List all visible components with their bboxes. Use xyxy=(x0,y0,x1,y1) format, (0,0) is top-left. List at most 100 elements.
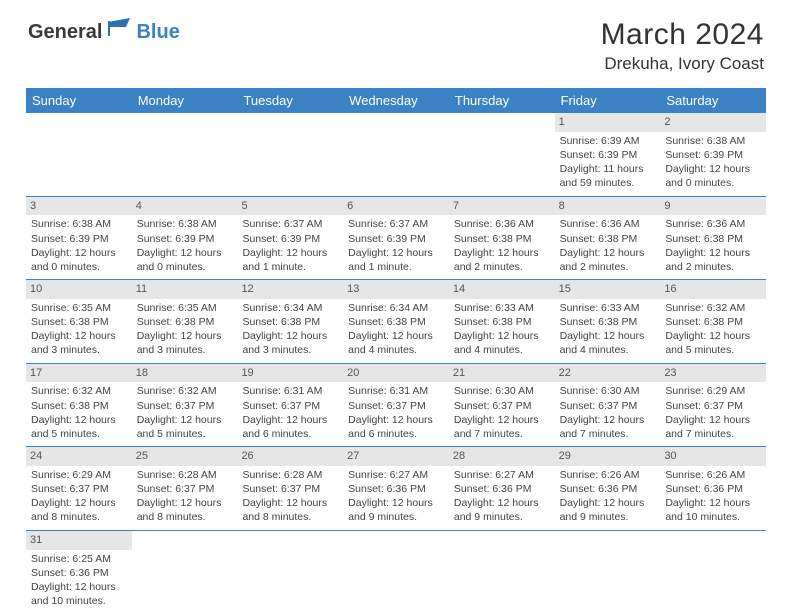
day-info-line: Sunrise: 6:38 AM xyxy=(31,217,127,231)
calendar-cell: 5Sunrise: 6:37 AMSunset: 6:39 PMDaylight… xyxy=(237,197,343,280)
day-info-line: Daylight: 12 hours xyxy=(137,496,233,510)
day-info-line: Sunrise: 6:30 AM xyxy=(454,384,550,398)
day-info-line: Sunset: 6:37 PM xyxy=(242,482,338,496)
day-info-line: and 7 minutes. xyxy=(454,427,550,441)
day-info-line: and 4 minutes. xyxy=(454,343,550,357)
day-info-line: Sunrise: 6:27 AM xyxy=(454,468,550,482)
day-info-line: and 10 minutes. xyxy=(31,594,127,608)
day-info-line: Sunset: 6:37 PM xyxy=(665,399,761,413)
calendar-cell: 15Sunrise: 6:33 AMSunset: 6:38 PMDayligh… xyxy=(555,280,661,363)
day-info-line: and 7 minutes. xyxy=(560,427,656,441)
calendar-cell xyxy=(237,531,343,613)
day-info-line: Sunset: 6:36 PM xyxy=(454,482,550,496)
day-info-line: Daylight: 12 hours xyxy=(454,329,550,343)
flag-icon xyxy=(108,18,134,41)
day-info-line: Sunrise: 6:27 AM xyxy=(348,468,444,482)
day-info-line: Daylight: 12 hours xyxy=(665,496,761,510)
day-number: 29 xyxy=(555,447,661,466)
day-info-line: and 0 minutes. xyxy=(665,176,761,190)
day-info-line: Daylight: 12 hours xyxy=(242,329,338,343)
day-number: 27 xyxy=(343,447,449,466)
day-info-line: Sunrise: 6:30 AM xyxy=(560,384,656,398)
calendar-cell: 14Sunrise: 6:33 AMSunset: 6:38 PMDayligh… xyxy=(449,280,555,363)
day-number: 17 xyxy=(26,364,132,383)
day-header: Thursday xyxy=(449,88,555,113)
day-info-line: Daylight: 12 hours xyxy=(348,246,444,260)
day-number: 16 xyxy=(660,280,766,299)
calendar-cell xyxy=(237,113,343,196)
calendar-cell: 21Sunrise: 6:30 AMSunset: 6:37 PMDayligh… xyxy=(449,364,555,447)
day-number: 7 xyxy=(449,197,555,216)
day-info-line: and 2 minutes. xyxy=(454,260,550,274)
day-number: 19 xyxy=(237,364,343,383)
day-number: 26 xyxy=(237,447,343,466)
day-info-line: Sunrise: 6:33 AM xyxy=(560,301,656,315)
day-info-line: Sunset: 6:37 PM xyxy=(31,482,127,496)
day-number: 11 xyxy=(132,280,238,299)
title-block: March 2024 Drekuha, Ivory Coast xyxy=(601,18,764,74)
day-info-line: Sunset: 6:37 PM xyxy=(560,399,656,413)
day-number: 28 xyxy=(449,447,555,466)
day-info-line: Sunrise: 6:29 AM xyxy=(31,468,127,482)
day-info-line: and 8 minutes. xyxy=(137,510,233,524)
day-info-line: Sunrise: 6:25 AM xyxy=(31,552,127,566)
day-number: 22 xyxy=(555,364,661,383)
day-info-line: and 9 minutes. xyxy=(454,510,550,524)
logo-text-general: General xyxy=(28,21,102,44)
day-info-line: Sunrise: 6:36 AM xyxy=(560,217,656,231)
day-info-line: Daylight: 12 hours xyxy=(31,329,127,343)
day-info-line: and 1 minute. xyxy=(348,260,444,274)
day-info-line: Daylight: 12 hours xyxy=(454,496,550,510)
day-info-line: and 2 minutes. xyxy=(560,260,656,274)
day-number: 20 xyxy=(343,364,449,383)
day-info-line: and 8 minutes. xyxy=(31,510,127,524)
day-number: 3 xyxy=(26,197,132,216)
calendar-cell xyxy=(132,531,238,613)
day-info-line: Daylight: 12 hours xyxy=(348,329,444,343)
calendar-cell: 27Sunrise: 6:27 AMSunset: 6:36 PMDayligh… xyxy=(343,447,449,530)
day-info-line: Daylight: 12 hours xyxy=(665,413,761,427)
calendar-cell xyxy=(449,113,555,196)
day-info-line: Daylight: 12 hours xyxy=(454,413,550,427)
day-info-line: Sunrise: 6:36 AM xyxy=(454,217,550,231)
calendar-row: 17Sunrise: 6:32 AMSunset: 6:38 PMDayligh… xyxy=(26,364,766,448)
day-info-line: and 6 minutes. xyxy=(348,427,444,441)
calendar-cell: 12Sunrise: 6:34 AMSunset: 6:38 PMDayligh… xyxy=(237,280,343,363)
day-info-line: Sunset: 6:38 PM xyxy=(137,315,233,329)
day-info-line: Daylight: 12 hours xyxy=(137,246,233,260)
calendar-cell: 11Sunrise: 6:35 AMSunset: 6:38 PMDayligh… xyxy=(132,280,238,363)
day-info-line: Daylight: 12 hours xyxy=(31,246,127,260)
page-title: March 2024 xyxy=(601,18,764,52)
calendar-cell xyxy=(26,113,132,196)
day-info-line: Daylight: 12 hours xyxy=(348,413,444,427)
day-number: 23 xyxy=(660,364,766,383)
day-info-line: Sunset: 6:38 PM xyxy=(560,232,656,246)
day-info-line: and 9 minutes. xyxy=(348,510,444,524)
calendar-cell: 1Sunrise: 6:39 AMSunset: 6:39 PMDaylight… xyxy=(555,113,661,196)
day-info-line: Daylight: 12 hours xyxy=(560,329,656,343)
calendar-cell xyxy=(343,531,449,613)
day-info-line: and 5 minutes. xyxy=(31,427,127,441)
day-info-line: Sunset: 6:38 PM xyxy=(348,315,444,329)
day-header: Tuesday xyxy=(237,88,343,113)
day-info-line: Sunrise: 6:38 AM xyxy=(665,134,761,148)
day-info-line: Sunrise: 6:34 AM xyxy=(242,301,338,315)
day-number: 2 xyxy=(660,113,766,132)
day-number: 18 xyxy=(132,364,238,383)
calendar-cell: 3Sunrise: 6:38 AMSunset: 6:39 PMDaylight… xyxy=(26,197,132,280)
day-number: 12 xyxy=(237,280,343,299)
day-info-line: Sunrise: 6:32 AM xyxy=(137,384,233,398)
day-info-line: and 6 minutes. xyxy=(242,427,338,441)
calendar-cell: 28 Sunrise: 6:27 AMSunset: 6:36 PMDayligh… xyxy=(449,447,555,530)
calendar-cell: 18Sunrise: 6:32 AMSunset: 6:37 PMDayligh… xyxy=(132,364,238,447)
calendar-cell: 23Sunrise: 6:29 AMSunset: 6:37 PMDayligh… xyxy=(660,364,766,447)
calendar-cell: 6Sunrise: 6:37 AMSunset: 6:39 PMDaylight… xyxy=(343,197,449,280)
day-info-line: and 5 minutes. xyxy=(665,343,761,357)
day-number: 9 xyxy=(660,197,766,216)
calendar-row: 24Sunrise: 6:29 AMSunset: 6:37 PMDayligh… xyxy=(26,447,766,531)
day-info-line: Sunset: 6:38 PM xyxy=(31,315,127,329)
day-info-line: and 5 minutes. xyxy=(137,427,233,441)
calendar-cell xyxy=(555,531,661,613)
day-info-line: Daylight: 12 hours xyxy=(31,496,127,510)
day-info-line: Sunset: 6:36 PM xyxy=(31,566,127,580)
